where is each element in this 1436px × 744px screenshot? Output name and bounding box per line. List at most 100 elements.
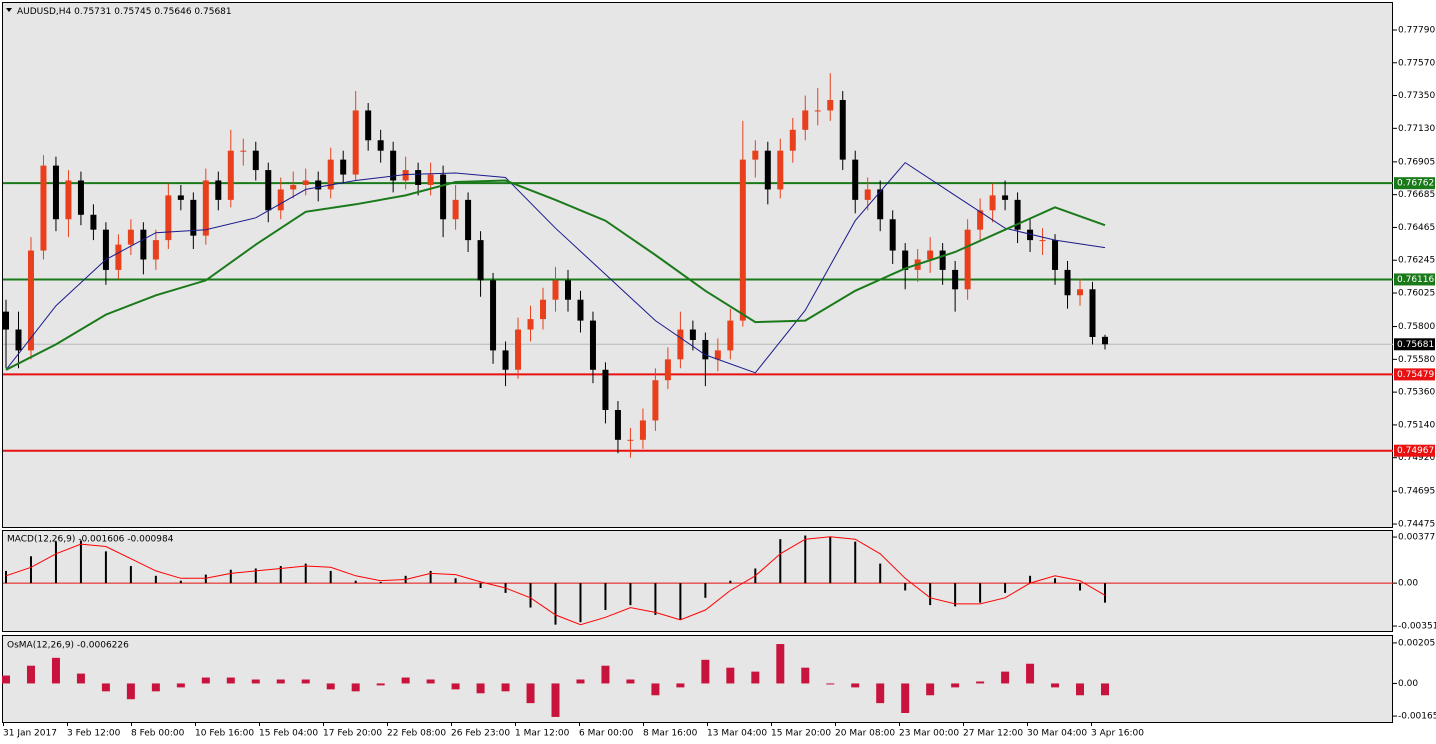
x-tick-label: 15 Feb 04:00 (259, 729, 318, 739)
candle-body (202, 180, 209, 236)
y-tick-label: 0.74920 (1398, 453, 1435, 463)
x-tick-label: 26 Feb 23:00 (451, 729, 510, 739)
osma-bar (451, 683, 460, 690)
x-tick-label: 10 Feb 16:00 (195, 729, 254, 739)
osma-bar (226, 677, 235, 684)
level-marker (1394, 444, 1435, 457)
x-tick-label: 15 Mar 20:00 (771, 729, 831, 739)
candle-body (752, 150, 759, 160)
x-tick-label: 22 Feb 08:00 (387, 729, 446, 739)
candle-body (290, 184, 297, 190)
menu-arrow[interactable] (6, 8, 12, 12)
osma-bar (301, 679, 310, 684)
candle-body (564, 280, 571, 300)
candle-body (490, 280, 497, 351)
osma-bar (401, 677, 410, 684)
osma-bar (351, 683, 360, 692)
candle-body (465, 199, 472, 241)
candle-body (427, 174, 434, 185)
moving-average (5, 161, 1106, 374)
osma-bar (1001, 671, 1010, 684)
candle-body (677, 329, 684, 360)
close: 0.75681 (194, 7, 231, 17)
osma-bar (701, 659, 710, 684)
candle-body (40, 165, 47, 251)
candle-body (777, 150, 784, 190)
x-tick-label: 23 Mar 00:00 (899, 729, 959, 739)
y-tick-label: 0.77790 (1398, 25, 1435, 35)
price-label: 0.75681 (1397, 340, 1434, 350)
candle-body (3, 311, 9, 330)
high: 0.75745 (114, 7, 151, 17)
osma-title: OsMA(12,26,9) -0.0006226 (7, 641, 129, 651)
candle-body (152, 240, 159, 260)
level-label: 0.76762 (1397, 179, 1434, 189)
candle-body (52, 165, 59, 220)
x-tick-label: 13 Mar 04:00 (707, 729, 767, 739)
y-tick-label: 0.75580 (1398, 355, 1435, 365)
level-marker (1394, 368, 1435, 381)
level-label: 0.75479 (1397, 370, 1434, 380)
candle-body (727, 320, 734, 351)
osma-bar (2, 675, 10, 684)
candle-body (390, 150, 397, 181)
candle-body (452, 199, 459, 220)
symbol: AUDUSD,H4 (17, 7, 72, 17)
candle-body (240, 150, 247, 152)
candle-body (1089, 289, 1096, 337)
moving-average (5, 179, 1106, 371)
y-tick-label: 0.76685 (1398, 190, 1435, 200)
level-label: 0.74967 (1397, 446, 1434, 456)
candle-body (165, 195, 172, 241)
osma-bar (651, 683, 660, 696)
y-tick-label: 0.00 (1398, 579, 1418, 589)
candle-body (252, 150, 259, 171)
macd-title: MACD(12,26,9) -0.001606 -0.000984 (7, 535, 174, 545)
candle-body (1014, 199, 1021, 230)
candle-body (1052, 240, 1059, 270)
x-tick-label: 30 Mar 04:00 (1027, 729, 1087, 739)
y-tick-label: 0.002057 (1398, 638, 1436, 648)
osma-bar (176, 683, 185, 688)
candle-body (302, 180, 309, 185)
candle-body (802, 110, 809, 130)
candle-body (340, 159, 347, 175)
candle-body (902, 250, 909, 270)
osma-bar (501, 683, 510, 692)
candle-body (352, 110, 359, 175)
candle-body (477, 240, 484, 281)
osma-bar (1051, 683, 1060, 688)
candle-body (627, 439, 634, 441)
candle-body (65, 180, 72, 220)
candle-body (377, 140, 384, 151)
osma-bar (576, 679, 585, 684)
osma-bar (926, 683, 935, 696)
osma-bar (76, 673, 85, 684)
candle-body (889, 219, 896, 251)
osma-bar (676, 683, 685, 688)
candle-body (602, 369, 609, 411)
candle-body (714, 350, 721, 360)
y-tick-label: 0.77130 (1398, 124, 1435, 134)
osma-bar (776, 644, 785, 684)
osma-panel (2, 635, 1393, 723)
osma-bar (201, 677, 210, 684)
osma-bar (251, 679, 260, 684)
osma-bar (626, 679, 635, 684)
candle-body (190, 199, 197, 236)
candle-body (739, 159, 746, 321)
candle-body (839, 100, 846, 160)
osma-bar (826, 683, 835, 685)
candle-body (527, 319, 534, 330)
price-marker (1394, 338, 1435, 351)
candle-body (27, 250, 34, 351)
candle-body (852, 159, 859, 200)
candle-body (365, 110, 372, 141)
osma-bar (51, 657, 60, 684)
y-tick-label: 0.75800 (1398, 322, 1435, 332)
candle-body (115, 244, 122, 270)
y-tick-label: -0.003515 (1398, 622, 1436, 632)
candle-body (927, 250, 934, 260)
y-tick-label: 0.00 (1398, 679, 1418, 689)
